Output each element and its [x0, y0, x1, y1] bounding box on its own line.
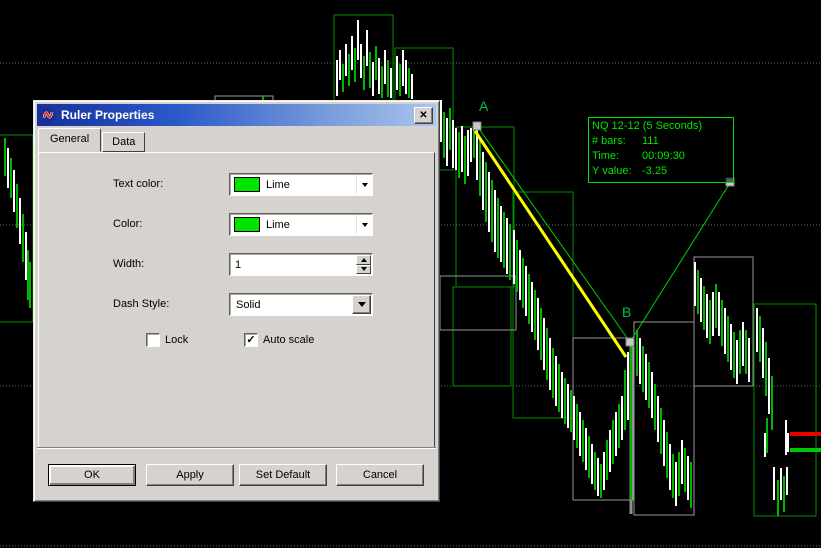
- width-value: 1: [235, 258, 242, 271]
- color-value: Lime: [266, 218, 290, 231]
- chevron-down-icon[interactable]: [352, 295, 371, 314]
- color-swatch: [234, 217, 260, 232]
- tab-data[interactable]: Data: [102, 132, 146, 152]
- ruler-point-b-label: B: [622, 304, 632, 320]
- chevron-down-icon[interactable]: [356, 215, 372, 234]
- dialog-title: Ruler Properties: [61, 108, 155, 122]
- lock-checkbox[interactable]: Lock: [146, 333, 188, 347]
- dialog-titlebar[interactable]: Ruler Properties ✕: [37, 104, 436, 126]
- text-color-value: Lime: [266, 178, 290, 191]
- text-color-label: Text color:: [113, 178, 164, 190]
- button-divider: [37, 447, 436, 449]
- instrument-label: NQ 12-12 (5 Seconds): [592, 120, 703, 132]
- spin-down-button[interactable]: [356, 264, 371, 274]
- ruler-properties-dialog: Ruler Properties ✕ General Data Text col…: [33, 100, 440, 502]
- chevron-up-icon: [360, 257, 367, 262]
- dash-style-select[interactable]: Solid: [229, 293, 373, 316]
- chevron-down-icon: [360, 267, 367, 272]
- lock-label: Lock: [165, 334, 189, 346]
- cancel-button[interactable]: Cancel: [336, 464, 424, 486]
- text-color-select[interactable]: Lime: [229, 173, 373, 196]
- dash-style-value: Solid: [236, 298, 261, 311]
- width-input[interactable]: 1: [229, 253, 373, 276]
- ninjatrader-logo-icon: [40, 107, 56, 123]
- lock-checkbox-box[interactable]: [146, 333, 160, 347]
- color-select[interactable]: Lime: [229, 213, 373, 236]
- check-icon: ✓: [246, 334, 256, 346]
- y-value-row: Y value: -3.25: [592, 165, 668, 177]
- auto-scale-checkbox[interactable]: ✓ Auto scale: [244, 333, 314, 347]
- ok-button[interactable]: OK: [48, 464, 136, 486]
- tab-strip: General Data: [38, 128, 146, 152]
- width-label: Width:: [113, 258, 145, 270]
- ruler-info-box[interactable]: NQ 12-12 (5 Seconds) # bars: 111 Time: 00:…: [588, 117, 734, 183]
- tab-general[interactable]: General: [38, 128, 102, 152]
- dash-style-label: Dash Style:: [113, 298, 170, 310]
- apply-button[interactable]: Apply: [146, 464, 234, 486]
- spin-up-button[interactable]: [356, 255, 371, 265]
- ruler-point-a-label: A: [479, 98, 489, 114]
- bars-count-row: # bars: 111: [592, 135, 659, 147]
- close-icon: ✕: [419, 109, 428, 121]
- close-button[interactable]: ✕: [414, 106, 433, 124]
- time-row: Time: 00:09:30: [592, 150, 685, 162]
- color-label: Color:: [113, 218, 143, 230]
- auto-scale-label: Auto scale: [263, 334, 315, 346]
- chevron-down-icon[interactable]: [356, 175, 372, 194]
- auto-scale-checkbox-box[interactable]: ✓: [244, 333, 258, 347]
- text-color-swatch: [234, 177, 260, 192]
- set-default-button[interactable]: Set Default: [239, 464, 327, 486]
